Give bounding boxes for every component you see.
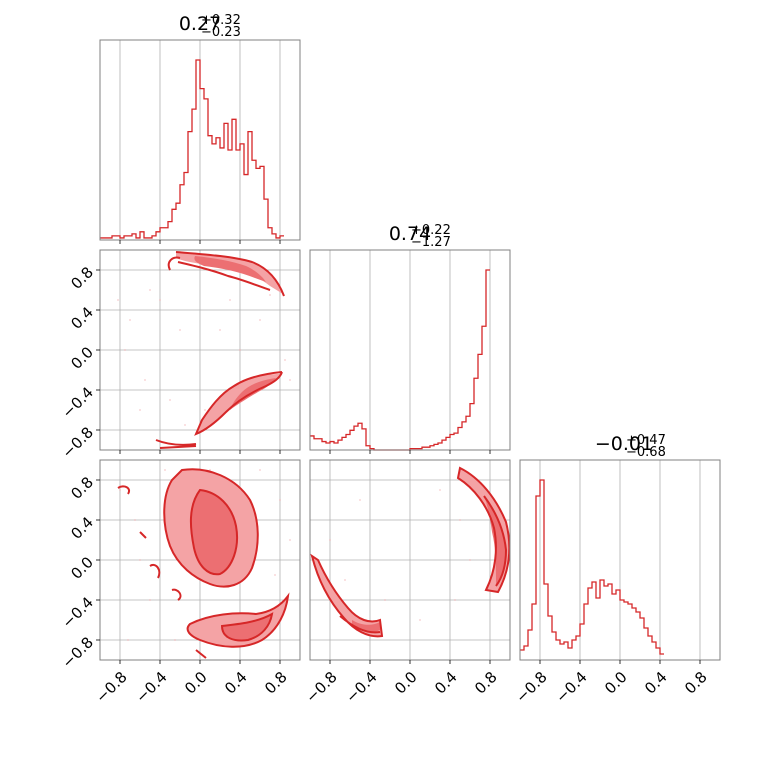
contour-param2-vs-param3 (310, 466, 510, 638)
contour-param1-vs-param2 (117, 251, 291, 449)
x-tick-label: 0.4 (431, 668, 461, 698)
y-tick-label: 0.4 (67, 513, 97, 543)
contour-line-lower-arc (186, 592, 290, 659)
x-tick-label: −0.4 (342, 668, 380, 706)
y-tick-label: 0.4 (67, 303, 97, 333)
y-tick-label: 0.0 (67, 553, 97, 583)
y-tick-label: −0.4 (59, 383, 97, 421)
title-param2-plus: +0.22 (411, 223, 451, 238)
x-tick-label: 0.0 (391, 668, 421, 698)
y-tick-label: 0.8 (67, 473, 97, 503)
x-tick-label: −0.4 (132, 668, 170, 706)
scatter-points (329, 489, 471, 621)
title-param2: 0.74 (389, 223, 431, 245)
contour-line-lower (155, 371, 283, 449)
x-tick-label: −0.4 (552, 668, 590, 706)
histogram-param3 (520, 479, 664, 655)
x-tick-label: −0.8 (512, 668, 550, 706)
y-tick-label: 0.0 (67, 343, 97, 373)
contour-line-right-arc (456, 466, 510, 594)
contour-fill-lower-arc (187, 596, 288, 647)
title-param1-minus: −0.23 (201, 25, 241, 40)
x-tick-label: 0.8 (681, 668, 711, 698)
contour-param1-vs-param3 (117, 468, 291, 659)
y-tick-label: −0.8 (59, 423, 97, 461)
contour-line-upper (167, 251, 285, 297)
x-tick-label: 0.4 (221, 668, 251, 698)
grid-lines (100, 40, 701, 660)
x-tick-label: −0.8 (92, 668, 130, 706)
histogram-param2 (310, 269, 490, 451)
y-tick-label: 0.8 (67, 263, 97, 293)
contour-core-central (190, 490, 238, 575)
contour-core-upper (194, 256, 266, 282)
y-tick-label: −0.8 (59, 633, 97, 671)
title-param1-plus: +0.32 (201, 13, 241, 28)
x-tick-label: −0.8 (302, 668, 340, 706)
contour-line-lower-left-arc (310, 553, 384, 638)
x-tick-label: 0.0 (601, 668, 631, 698)
histogram-param1 (100, 59, 284, 239)
tick-marks (96, 240, 701, 664)
scatter-points (117, 289, 291, 426)
x-tick-label: 0.8 (261, 668, 291, 698)
title-param3-plus: +0.47 (626, 433, 666, 448)
y-tick-label: −0.4 (59, 593, 97, 631)
title-param3-minus: −0.68 (626, 445, 666, 460)
contour-line-central (117, 468, 259, 601)
title-param2-minus: −1.27 (411, 235, 451, 250)
title-param3: −0.01 (595, 433, 653, 455)
x-tick-label: 0.4 (641, 668, 671, 698)
x-tick-label: 0.0 (181, 668, 211, 698)
title-param1: 0.27 (179, 13, 221, 35)
x-tick-label: 0.8 (471, 668, 501, 698)
